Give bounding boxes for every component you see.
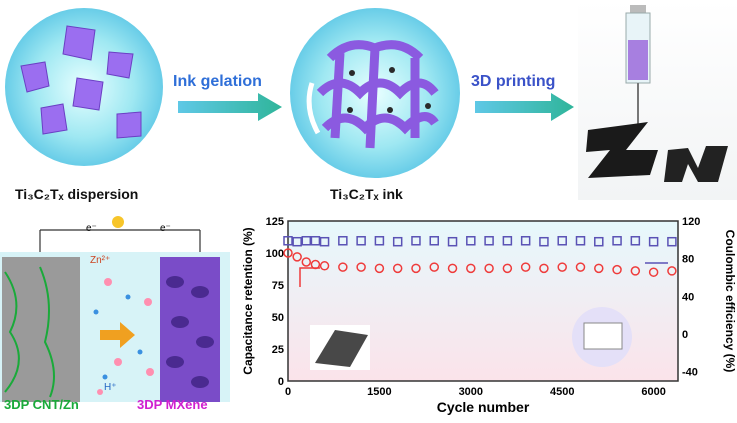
series-0-point xyxy=(392,236,403,247)
printed-zn-photo xyxy=(578,0,737,200)
y-left-tick-label: 100 xyxy=(266,248,284,260)
series-0-point xyxy=(338,236,348,246)
series-1-point xyxy=(612,264,622,275)
series-0-point xyxy=(447,236,458,247)
series-1-point xyxy=(557,262,567,272)
series-1-point xyxy=(466,263,476,274)
series-0-point xyxy=(283,236,293,246)
series-0-point xyxy=(630,236,641,246)
series-0-point xyxy=(411,236,421,246)
h-ion-label: H⁺ xyxy=(104,382,117,393)
series-0-point xyxy=(319,236,330,247)
series-0-point xyxy=(667,236,677,247)
series-1-point xyxy=(301,257,312,267)
series-1-point xyxy=(392,263,403,274)
series-0-point xyxy=(575,236,586,246)
anode-label: 3DP CNT/Zn xyxy=(4,397,79,412)
battery-device-diagram: e⁻ e⁻ Zn²⁺ H⁺ xyxy=(0,212,235,418)
cathode-label: 3DP MXene xyxy=(137,397,208,412)
step-ink-gelation: Ink gelation xyxy=(173,73,262,90)
series-0-point xyxy=(539,236,549,247)
x-tick-label: 1500 xyxy=(367,386,391,398)
series-0-point xyxy=(429,236,439,246)
y-left-tick-label: 0 xyxy=(278,376,284,388)
series-0-point xyxy=(648,236,659,247)
x-tick-label: 0 xyxy=(285,386,291,398)
y-axis-label-right: Coulombic efficiency (%) xyxy=(723,230,737,373)
series-1-point xyxy=(594,263,604,274)
device-graphic xyxy=(0,216,230,402)
arrow-left-axis-icon xyxy=(299,267,320,287)
series-0-point xyxy=(466,236,476,246)
series-1-point xyxy=(520,262,531,272)
series-1-point xyxy=(374,263,385,274)
series-0-point xyxy=(374,236,385,246)
series-0-point xyxy=(484,236,494,246)
series-1-point xyxy=(283,248,293,258)
series-1-point xyxy=(484,263,494,274)
syringe-icon xyxy=(586,5,728,182)
dispersion-sphere xyxy=(5,8,163,166)
y-right-tick-label: 0 xyxy=(682,329,688,341)
series-0-point xyxy=(594,236,604,247)
y-left-tick-label: 50 xyxy=(272,312,284,324)
series-1-point xyxy=(292,252,302,262)
electron-label-left: e⁻ xyxy=(86,223,97,234)
series-1-point xyxy=(502,263,513,274)
step-3d-printing: 3D printing xyxy=(471,73,556,90)
series-0-point xyxy=(557,236,567,246)
y-right-tick-label: 80 xyxy=(682,254,694,266)
arrow-right-icon xyxy=(178,93,282,121)
series-1-point xyxy=(539,263,549,274)
y-right-tick-label: 120 xyxy=(682,216,700,228)
x-axis-label: Cycle number xyxy=(437,399,530,415)
bulb-icon xyxy=(112,216,124,228)
series-1-point xyxy=(338,262,348,272)
arrow-right-icon xyxy=(475,93,574,121)
ink-label: Ti₃C₂Tₓ ink xyxy=(330,186,403,202)
y-left-tick-label: 125 xyxy=(266,216,284,228)
electron-label-right: e⁻ xyxy=(160,223,171,234)
x-tick-label: 6000 xyxy=(641,386,665,398)
x-tick-label: 4500 xyxy=(550,386,574,398)
series-1-point xyxy=(667,266,677,276)
zn-ion-label: Zn²⁺ xyxy=(90,255,111,266)
series-1-point xyxy=(319,261,330,271)
mxene-network-graphic xyxy=(306,40,439,149)
dispersion-label: Ti₃C₂Tₓ dispersion xyxy=(15,186,139,202)
x-tick-label: 3000 xyxy=(459,386,483,398)
ink-sphere xyxy=(290,8,460,178)
series-1-point xyxy=(630,266,641,276)
series-1-point xyxy=(411,263,421,274)
series-1-point xyxy=(447,263,458,274)
y-left-tick-label: 25 xyxy=(272,344,284,356)
series-1-point xyxy=(429,262,439,272)
series-1-point xyxy=(648,267,659,277)
y-axis-label-left: Capacitance retention (%) xyxy=(241,227,255,374)
series-1-point xyxy=(356,262,366,272)
series-0-point xyxy=(520,236,531,246)
cycling-chart: 0 1500 3000 4500 6000 0 25 50 75 100 125 -40 0 40 80 12… xyxy=(241,216,737,415)
series-1-point xyxy=(575,262,586,272)
series-0-point xyxy=(292,236,302,247)
series-0-point xyxy=(502,236,513,246)
y-right-tick-label: 40 xyxy=(682,291,694,303)
y-right-tick-label: -40 xyxy=(682,367,698,379)
y-left-tick-label: 75 xyxy=(272,280,284,292)
mxene-flakes-graphic xyxy=(20,25,142,139)
series-0-point xyxy=(310,236,321,246)
series-0-point xyxy=(356,236,366,246)
series-0-point xyxy=(301,236,312,246)
series-0-point xyxy=(612,236,622,246)
